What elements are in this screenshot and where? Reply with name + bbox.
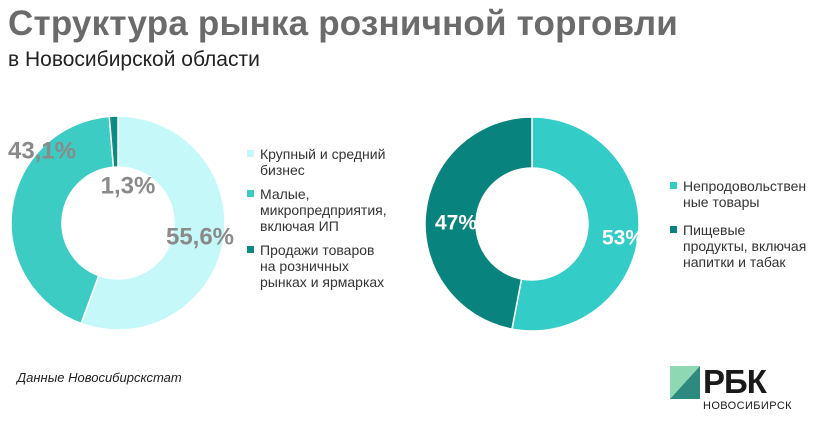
donut-chart-goods-structure: 53% 47% [424, 116, 644, 332]
chart-title: Структура рынка розничной торговли [8, 4, 678, 43]
legend-label: Крупный и средний бизнес [260, 146, 386, 178]
slice-small-business [10, 115, 115, 325]
legend-swatch [670, 226, 677, 233]
slice-food [424, 116, 533, 330]
legend-label: Продажи товаров на розничных рынках и ярма… [260, 242, 385, 290]
legend-label: Пищевые продукты, включая напитки и табак [683, 222, 807, 270]
legend-swatch [247, 190, 254, 197]
rbc-logo[interactable]: РБК НОВОСИБИРСК [670, 363, 810, 416]
legend-label: Непродовольствен ные товары [683, 178, 807, 210]
legend-retail-structure: Крупный и средний бизнес Малые, микропредп… [247, 146, 412, 298]
legend-item-small-business: Малые, микропредприятия, включая ИП [247, 186, 412, 234]
donut-chart-retail-structure: 55,6% 43,1% 1,3% [8, 115, 234, 331]
legend-label: Малые, микропредприятия, включая ИП [260, 186, 387, 234]
slice-large-business [80, 115, 226, 331]
legend-item-markets: Продажи товаров на розничных рынках и ярма… [247, 242, 412, 290]
slice-markets [108, 115, 119, 168]
legend-goods-structure: Непродовольствен ные товары Пищевые продук… [670, 178, 815, 278]
legend-item-nonfood: Непродовольствен ные товары [670, 178, 815, 210]
chart-subtitle: в Новосибирской области [8, 48, 260, 71]
legend-item-food: Пищевые продукты, включая напитки и табак [670, 222, 815, 270]
logo-region: НОВОСИБИРСК [703, 400, 792, 412]
legend-swatch [247, 246, 254, 253]
slice-nonfood [511, 116, 640, 332]
data-label: 43,1% [8, 137, 76, 164]
legend-swatch [247, 150, 254, 157]
logo-name: РБК [703, 363, 767, 400]
data-label: 47% [435, 212, 477, 235]
logo-mark-icon [670, 366, 700, 399]
legend-item-large-business: Крупный и средний бизнес [247, 146, 412, 178]
data-source-note: Данные Новосибирскстат [17, 370, 182, 385]
legend-swatch [670, 182, 677, 189]
data-label: 55,6% [166, 223, 234, 250]
data-label: 1,3% [101, 172, 156, 199]
data-label: 53% [602, 227, 644, 250]
